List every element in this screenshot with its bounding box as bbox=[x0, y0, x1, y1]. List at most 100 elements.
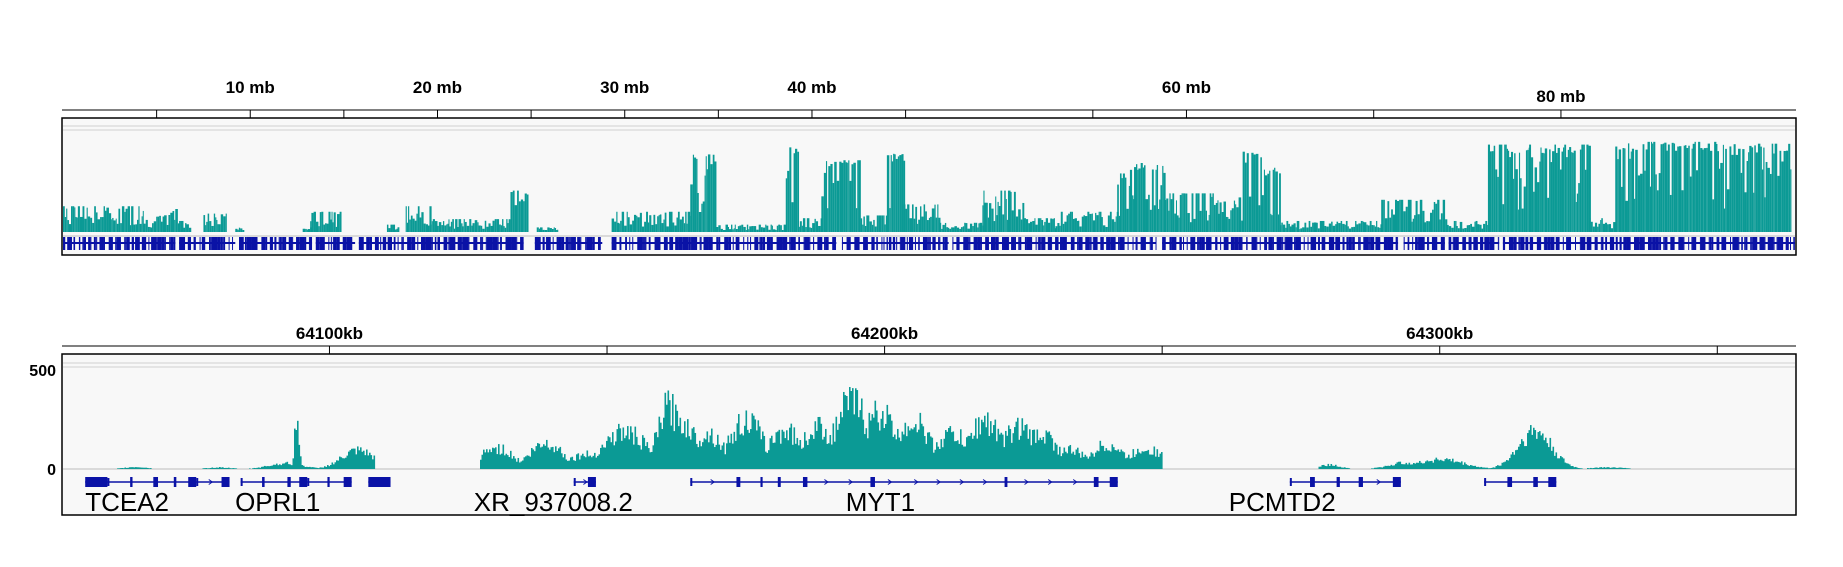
region-coverage-bar bbox=[514, 458, 517, 469]
region-coverage-bar bbox=[805, 440, 808, 469]
overview-coverage-bar bbox=[692, 154, 695, 232]
region-coverage-bar bbox=[652, 445, 655, 469]
overview-coverage-bar bbox=[240, 228, 243, 232]
region-coverage-bar bbox=[1048, 431, 1051, 469]
overview-coverage-bar bbox=[903, 160, 906, 232]
overview-coverage-bar bbox=[310, 221, 312, 232]
overview-coverage-bar bbox=[706, 169, 708, 232]
region-coverage-bar bbox=[738, 414, 740, 469]
overview-coverage-bar bbox=[1319, 220, 1323, 232]
overview-gene-block bbox=[1127, 237, 1129, 250]
overview-gene-block bbox=[1428, 237, 1430, 250]
region-coverage-bar bbox=[231, 468, 233, 469]
region-coverage-bar bbox=[118, 468, 121, 469]
overview-coverage-bar bbox=[772, 229, 776, 232]
overview-coverage-bar bbox=[668, 211, 672, 232]
overview-coverage-bar bbox=[1757, 143, 1761, 232]
overview-coverage-bar bbox=[1466, 225, 1469, 232]
overview-gene-block bbox=[101, 237, 104, 250]
overview-gene-block bbox=[190, 237, 192, 250]
overview-gene-block bbox=[1014, 237, 1016, 250]
overview-coverage-bar bbox=[964, 222, 966, 232]
region-coverage-bar bbox=[316, 467, 319, 469]
overview-gene-block bbox=[358, 237, 364, 250]
overview-coverage-bar bbox=[1671, 142, 1674, 232]
region-coverage-bar bbox=[309, 466, 311, 469]
region-coverage-bar bbox=[555, 446, 557, 469]
region-coverage-bar bbox=[661, 429, 664, 469]
overview-coverage-bar bbox=[624, 225, 627, 232]
overview-gene-block bbox=[1663, 237, 1665, 250]
overview-coverage-bar bbox=[718, 225, 721, 232]
overview-coverage-bar bbox=[614, 221, 617, 232]
overview-coverage-bar bbox=[238, 227, 241, 232]
overview-coverage-bar bbox=[1541, 152, 1544, 232]
overview-coverage-bar bbox=[1299, 229, 1301, 232]
overview-gene-block bbox=[1601, 237, 1604, 250]
overview-gene-block bbox=[1206, 237, 1212, 250]
overview-coverage-bar bbox=[1340, 220, 1343, 232]
overview-coverage-bar bbox=[1203, 193, 1206, 232]
overview-coverage-bar bbox=[1543, 153, 1545, 232]
region-coverage-bar bbox=[1464, 462, 1466, 469]
overview-coverage-bar bbox=[1405, 206, 1408, 232]
overview-coverage-bar bbox=[1407, 199, 1410, 232]
region-gene-exon bbox=[587, 477, 596, 487]
overview-gene-block bbox=[750, 237, 752, 250]
region-coverage-bar bbox=[855, 388, 857, 469]
overview-gene-block bbox=[832, 237, 836, 250]
region-coverage-bar bbox=[912, 429, 914, 469]
overview-gene-block bbox=[546, 237, 551, 250]
overview-coverage-bar bbox=[810, 227, 813, 232]
overview-coverage-bar bbox=[1261, 195, 1264, 232]
overview-coverage-bar bbox=[959, 228, 961, 232]
overview-gene-block bbox=[1529, 237, 1534, 250]
overview-gene-block bbox=[1149, 237, 1151, 250]
overview-gene-block bbox=[402, 237, 404, 250]
overview-coverage-bar bbox=[1296, 220, 1300, 232]
overview-coverage-bar bbox=[209, 221, 212, 232]
region-coverage-bar bbox=[798, 445, 800, 469]
region-coverage-bar bbox=[1618, 467, 1621, 469]
region-coverage-bar bbox=[1012, 433, 1015, 469]
region-coverage-bar bbox=[933, 452, 935, 469]
overview-coverage-bar bbox=[1158, 208, 1160, 232]
overview-gene-block bbox=[1651, 237, 1653, 250]
overview-gene-block bbox=[1040, 237, 1042, 250]
region-coverage-bar bbox=[1510, 454, 1513, 469]
overview-gene-block bbox=[164, 237, 166, 250]
overview-coverage-bar bbox=[547, 227, 550, 232]
region-coverage-bar bbox=[772, 442, 775, 469]
overview-coverage-bar bbox=[956, 227, 960, 232]
overview-coverage-bar bbox=[1156, 164, 1159, 232]
region-coverage-bar bbox=[294, 428, 296, 469]
region-coverage-bar bbox=[1116, 450, 1118, 469]
gene-label: TCEA2 bbox=[85, 487, 169, 517]
region-coverage-bar bbox=[1587, 468, 1589, 469]
region-coverage-bar bbox=[993, 425, 995, 469]
region-coverage-bar bbox=[1084, 454, 1087, 469]
overview-coverage-bar bbox=[1749, 145, 1752, 232]
overview-coverage-bar bbox=[960, 227, 963, 232]
overview-coverage-bar bbox=[686, 223, 688, 232]
overview-coverage-bar bbox=[419, 217, 422, 232]
overview-coverage-bar bbox=[1414, 215, 1416, 232]
region-coverage-bar bbox=[876, 410, 878, 469]
overview-gene-block bbox=[148, 237, 150, 250]
region-coverage-bar bbox=[355, 454, 358, 469]
region-coverage-bar bbox=[141, 467, 143, 469]
region-coverage-bar bbox=[1345, 467, 1348, 469]
overview-coverage-bar bbox=[847, 162, 849, 232]
overview-gene-block bbox=[883, 237, 885, 250]
region-coverage-bar bbox=[1080, 457, 1082, 469]
region-strand-arrow bbox=[1376, 479, 1382, 485]
overview-coverage-bar bbox=[1637, 175, 1641, 232]
overview-coverage-bar bbox=[978, 223, 980, 232]
overview-coverage-bar bbox=[884, 224, 886, 232]
overview-coverage-bar bbox=[731, 224, 733, 232]
region-coverage-bar bbox=[924, 436, 926, 469]
overview-coverage-bar bbox=[1275, 171, 1278, 232]
overview-gene-block bbox=[90, 237, 92, 250]
region-gene-exon bbox=[221, 477, 230, 487]
region-coverage-bar bbox=[541, 446, 544, 469]
